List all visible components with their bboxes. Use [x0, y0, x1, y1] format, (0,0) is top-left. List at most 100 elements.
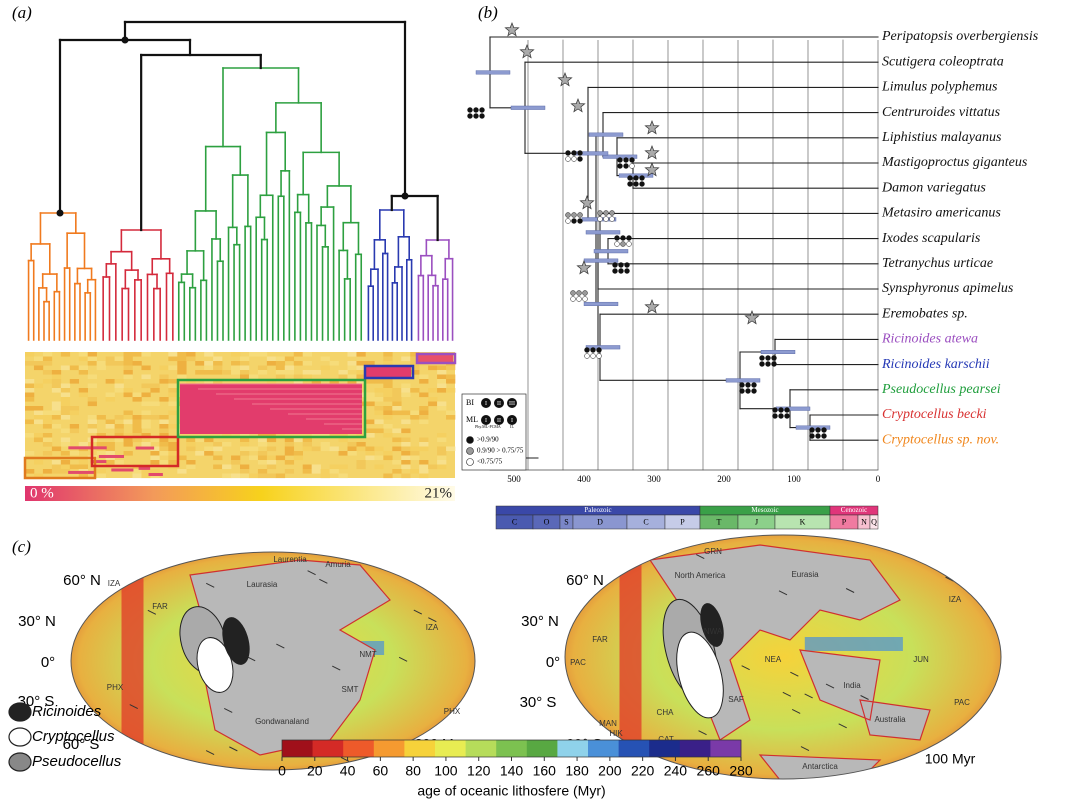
heat-cell	[222, 370, 231, 375]
heat-cell	[374, 406, 383, 411]
heat-cell	[321, 469, 330, 474]
place-label: Gondwanaland	[255, 717, 309, 726]
heat-cell	[410, 456, 419, 461]
heat-cell	[168, 379, 177, 384]
heat-cell	[303, 370, 312, 375]
heat-cell	[97, 469, 106, 474]
legend-swatch	[9, 753, 31, 771]
heat-cell	[79, 352, 88, 357]
heat-cell	[249, 474, 258, 479]
place-label: GRN	[704, 547, 722, 556]
heat-cell	[186, 447, 195, 452]
era-label: Cenozoic	[841, 506, 867, 514]
heat-cell	[392, 429, 401, 434]
colorbar-max: 21%	[425, 485, 453, 501]
place-label: SAF	[728, 695, 744, 704]
support-dot	[810, 428, 815, 433]
heat-cell	[79, 393, 88, 398]
heat-cell	[410, 447, 419, 452]
support-dot	[810, 434, 815, 439]
era-label: Paleozoic	[584, 506, 611, 514]
map-age: 100 Myr	[925, 751, 976, 767]
heat-cell	[61, 460, 70, 465]
heat-cell	[249, 375, 258, 380]
heat-cell	[141, 393, 150, 398]
heat-cell	[168, 411, 177, 416]
heat-cell	[70, 465, 79, 470]
heat-cell	[52, 465, 61, 470]
heat-cell	[330, 465, 339, 470]
heat-cell	[43, 424, 52, 429]
heat-cell	[258, 474, 267, 479]
heat-cell	[177, 366, 186, 371]
heat-cell	[34, 415, 43, 420]
age-interval	[511, 106, 545, 110]
heat-cell	[25, 451, 34, 456]
heat-cell	[267, 447, 276, 452]
heat-cell	[419, 474, 428, 479]
heat-cell	[34, 366, 43, 371]
heat-cell	[312, 370, 321, 375]
heat-cell	[374, 388, 383, 393]
heat-cell	[348, 361, 357, 366]
heat-cell	[52, 411, 61, 416]
support-dot	[572, 151, 577, 156]
heat-cell	[52, 370, 61, 375]
heat-cell	[61, 465, 70, 470]
period-label: K	[800, 517, 806, 526]
heat-cell	[446, 375, 455, 380]
heat-cell	[34, 406, 43, 411]
heat-cell	[258, 451, 267, 456]
era-label: Mesozoic	[751, 506, 778, 514]
heat-cell	[348, 447, 357, 452]
colorbar-tick-label: 120	[467, 763, 491, 779]
legend-row-label: ML	[466, 415, 478, 424]
age-interval	[476, 71, 510, 75]
plate-motion	[466, 591, 474, 595]
heat-cell	[392, 397, 401, 402]
heat-cell	[419, 415, 428, 420]
heat-cell	[401, 429, 410, 434]
heat-cell	[392, 438, 401, 443]
colorbar-segment	[649, 740, 680, 757]
support-dot	[627, 242, 632, 247]
heat-cell	[330, 469, 339, 474]
heat-cell	[294, 456, 303, 461]
heat-cell	[52, 447, 61, 452]
support-dot	[566, 151, 571, 156]
support-dot	[772, 356, 777, 361]
support-dot	[578, 213, 583, 218]
support-dot	[640, 176, 645, 181]
heat-cell	[383, 451, 392, 456]
heat-cell	[419, 460, 428, 465]
heat-cell	[133, 474, 142, 479]
heat-cell	[410, 451, 419, 456]
heat-cell	[285, 370, 294, 375]
heat-cell	[401, 384, 410, 389]
heat-cell	[124, 415, 133, 420]
heat-cell	[401, 456, 410, 461]
heat-cell	[285, 460, 294, 465]
heat-cell	[437, 433, 446, 438]
heat-block	[68, 446, 106, 449]
support-dot	[624, 164, 629, 169]
latitude-label: 30° N	[18, 613, 56, 630]
taxon-label: Ricinoides karschii	[881, 357, 990, 372]
heat-cell	[240, 357, 249, 362]
heat-cell	[419, 469, 428, 474]
support-dot	[621, 242, 626, 247]
colorbar-tick-label: 280	[729, 763, 753, 779]
heat-cell	[401, 447, 410, 452]
heat-cell	[374, 411, 383, 416]
legend-label: Pseudocellus	[32, 753, 122, 770]
heat-cell	[70, 424, 79, 429]
colorbar-title: age of oceanic lithosfere (Myr)	[417, 783, 605, 799]
heat-cell	[383, 474, 392, 479]
taxon-label: Metasiro americanus	[881, 206, 1001, 221]
place-label: Antarctica	[802, 762, 838, 771]
heat-cell	[213, 456, 222, 461]
heat-cell	[159, 415, 168, 420]
colorbar-segment	[466, 740, 497, 757]
heat-cell	[249, 352, 258, 357]
heat-cell	[294, 451, 303, 456]
